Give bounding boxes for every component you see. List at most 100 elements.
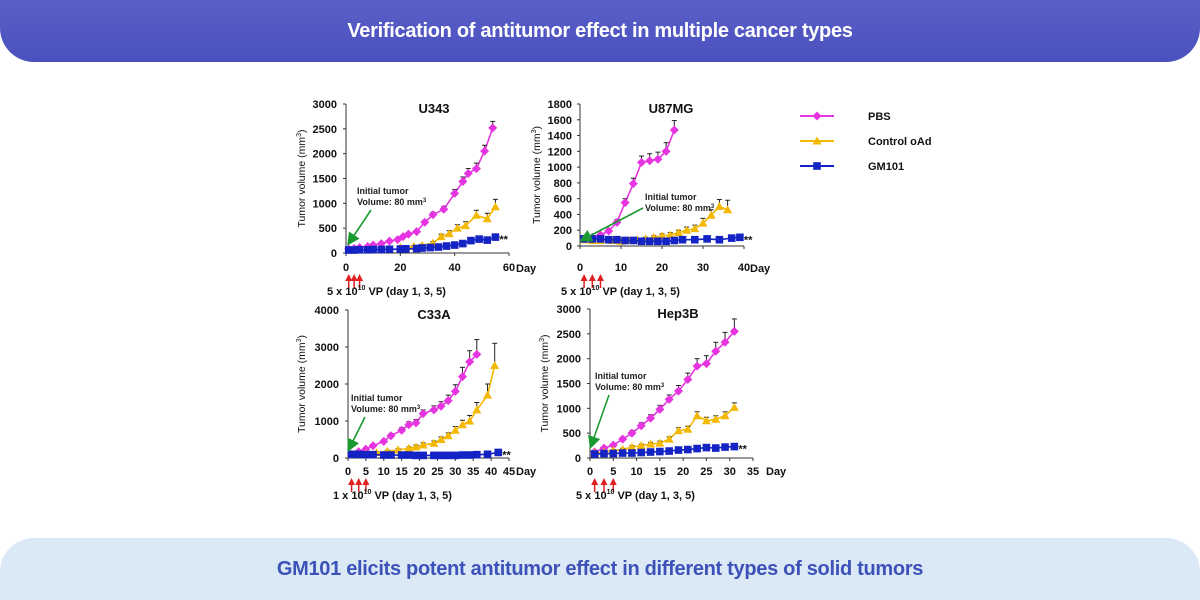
data-point <box>627 442 637 451</box>
data-point <box>436 401 446 411</box>
data-point <box>646 448 655 456</box>
data-point <box>678 235 687 244</box>
data-point <box>646 413 656 423</box>
data-point <box>344 246 353 254</box>
data-point <box>702 443 711 452</box>
data-point <box>482 214 492 223</box>
data-point <box>429 405 439 415</box>
dosing-arrow-head <box>355 478 363 485</box>
data-point <box>673 228 683 237</box>
data-point <box>397 425 407 435</box>
data-point <box>354 450 363 459</box>
y-tick-label: 500 <box>563 428 581 440</box>
data-point <box>404 420 414 430</box>
y-tick-label: 1600 <box>548 115 572 127</box>
data-point <box>706 210 716 219</box>
data-point <box>450 425 460 434</box>
dosing-arrow-head <box>345 274 353 281</box>
data-point <box>442 242 451 250</box>
data-point <box>727 234 736 242</box>
y-tick-label: 2000 <box>313 149 337 161</box>
data-point <box>355 245 364 254</box>
data-point <box>690 224 700 233</box>
legend: PBS Control oAd GM101 <box>800 111 932 173</box>
y-tick-label: 0 <box>575 453 581 465</box>
data-point <box>491 233 500 241</box>
data-point <box>401 244 410 253</box>
data-point <box>664 434 674 443</box>
dosing-arrow-head <box>609 478 617 485</box>
x-tick-label: 25 <box>700 466 712 478</box>
legend-marker <box>813 162 821 170</box>
data-point <box>604 235 613 244</box>
data-point <box>428 210 438 220</box>
data-point <box>396 245 405 253</box>
data-point <box>691 235 699 244</box>
y-tick-label: 3000 <box>315 342 339 354</box>
significance-marker: ** <box>744 234 753 246</box>
series-line <box>594 330 735 453</box>
data-point <box>426 243 435 252</box>
chart-title: U87MG <box>649 101 694 116</box>
y-axis-label: Tumor volume (mm3) <box>296 335 308 433</box>
dosing-arrow-head <box>350 274 358 281</box>
data-point <box>420 217 430 227</box>
dosing-arrow-head <box>588 274 596 281</box>
chart-title: C33A <box>417 307 451 322</box>
data-point <box>604 226 614 236</box>
data-point <box>418 244 426 252</box>
annotation-arrow <box>347 416 366 452</box>
data-point <box>411 418 421 428</box>
data-point <box>405 451 413 459</box>
x-axis-label: Day <box>516 466 537 478</box>
data-point <box>458 451 467 459</box>
x-tick-label: 40 <box>738 262 750 274</box>
data-point <box>362 450 370 459</box>
y-tick-label: 1400 <box>548 131 572 143</box>
header-banner: Verification of antitumor effect in mult… <box>0 0 1200 62</box>
x-tick-label: 0 <box>587 466 593 478</box>
chart-title: Hep3B <box>657 306 698 321</box>
data-point <box>386 431 396 441</box>
data-point <box>715 235 724 244</box>
data-point <box>450 188 460 198</box>
data-point <box>490 202 500 211</box>
data-point <box>471 164 481 174</box>
annotation-line2: Volume: 80 mm3 <box>357 197 427 207</box>
series-gm101 <box>347 448 503 460</box>
legend-item-gm101: GM101 <box>800 161 904 173</box>
data-point <box>608 440 618 450</box>
data-point <box>596 235 605 243</box>
x-tick-label: 0 <box>577 262 583 274</box>
data-point <box>590 450 599 458</box>
data-point <box>465 416 475 425</box>
data-point <box>369 245 377 254</box>
data-point <box>609 449 618 458</box>
legend-item-control-oad: Control oAd <box>800 136 932 148</box>
data-point <box>434 243 443 251</box>
data-point <box>627 428 637 438</box>
y-tick-label: 1000 <box>548 162 572 174</box>
annotation-line1: Initial tumor <box>357 186 409 196</box>
data-point <box>684 445 692 454</box>
data-point <box>467 236 475 245</box>
data-point <box>665 447 673 455</box>
data-point <box>682 225 692 234</box>
annotation-line2: Volume: 80 mm3 <box>645 203 715 213</box>
dosing-arrow-head <box>580 274 588 281</box>
data-point <box>636 441 646 450</box>
data-point <box>461 221 471 230</box>
y-axis-label: Tumor volume (mm3) <box>539 334 551 432</box>
y-tick-label: 1500 <box>557 379 581 391</box>
data-point <box>463 169 473 179</box>
annotation-line1: Initial tumor <box>595 371 647 381</box>
x-tick-label: 20 <box>394 262 406 274</box>
data-point <box>459 239 467 248</box>
data-point <box>628 449 636 457</box>
x-tick-label: 60 <box>503 262 515 274</box>
annotation-line2: Volume: 80 mm3 <box>595 382 665 392</box>
data-point <box>418 440 428 449</box>
data-point <box>379 451 388 459</box>
